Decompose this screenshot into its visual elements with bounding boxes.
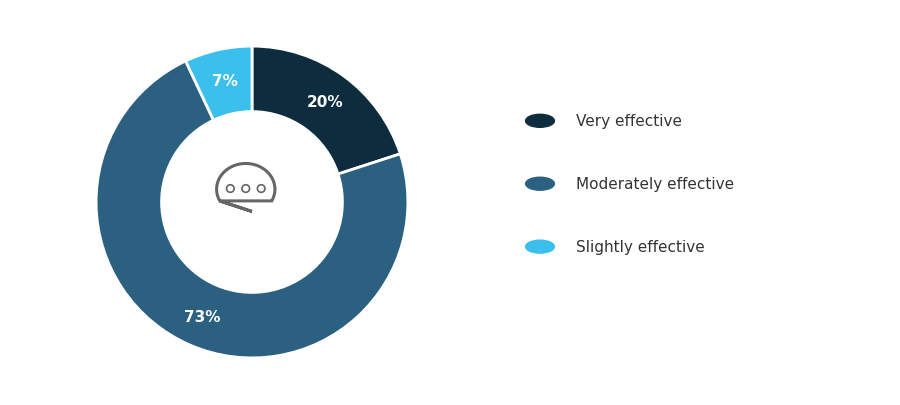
Circle shape xyxy=(227,185,234,193)
Wedge shape xyxy=(96,62,408,358)
Wedge shape xyxy=(252,47,400,175)
Text: Moderately effective: Moderately effective xyxy=(576,177,734,192)
Circle shape xyxy=(244,187,248,191)
Text: 7%: 7% xyxy=(212,74,238,89)
Circle shape xyxy=(242,185,249,193)
Polygon shape xyxy=(217,164,274,212)
Text: 20%: 20% xyxy=(307,94,344,109)
Circle shape xyxy=(228,187,232,191)
Text: Slightly effective: Slightly effective xyxy=(576,240,705,254)
Text: 73%: 73% xyxy=(184,309,220,324)
Wedge shape xyxy=(185,47,252,121)
Circle shape xyxy=(163,114,341,291)
Circle shape xyxy=(257,185,266,193)
Text: Very effective: Very effective xyxy=(576,114,682,129)
Circle shape xyxy=(259,187,264,191)
